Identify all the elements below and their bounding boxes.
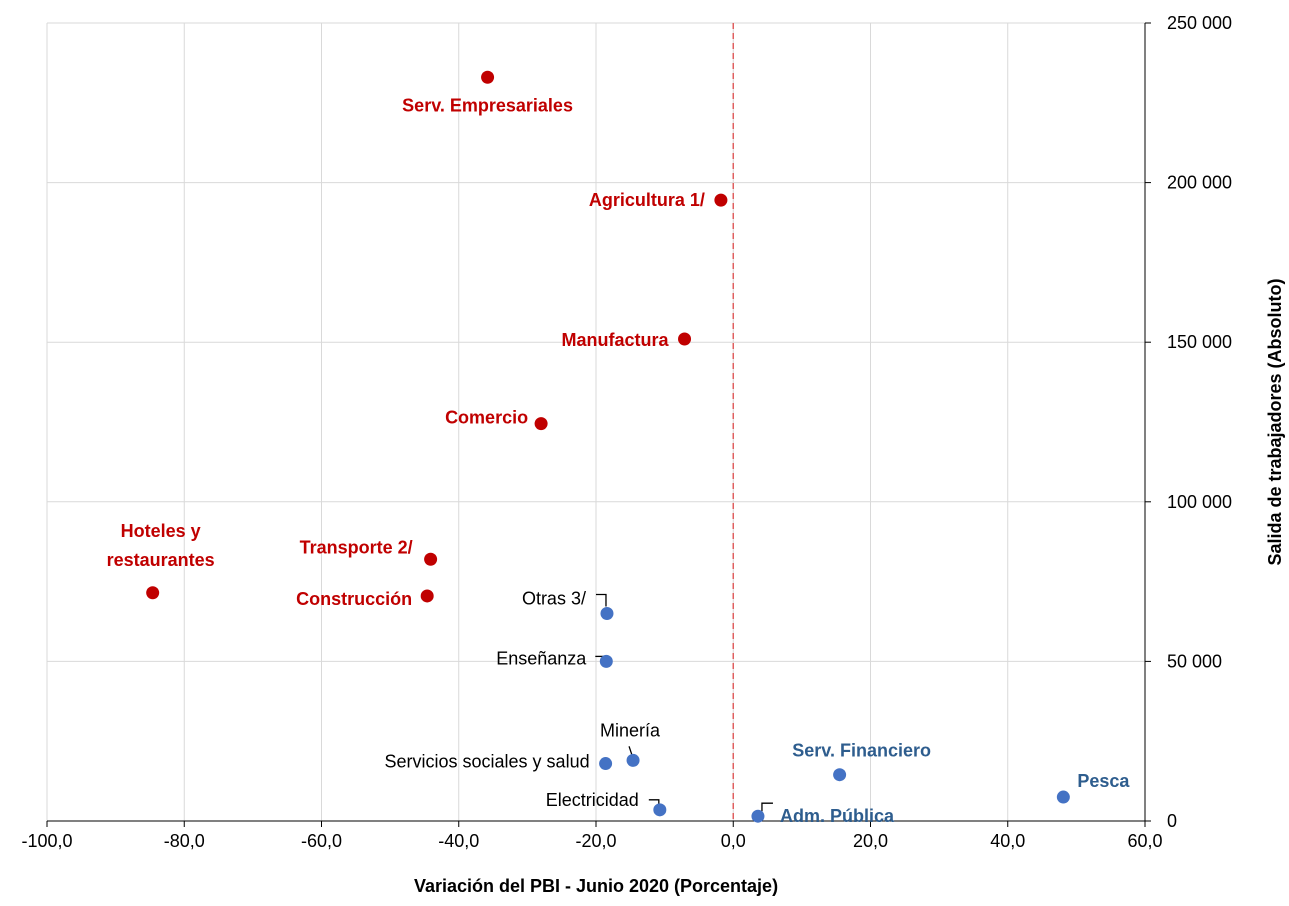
- x-tick-label: -40,0: [438, 831, 479, 851]
- point-label: Comercio: [445, 408, 528, 428]
- data-point: [678, 332, 692, 346]
- point-label: restaurantes: [107, 550, 215, 570]
- x-tick-label: -100,0: [21, 831, 72, 851]
- y-tick-label: 50 000: [1167, 651, 1222, 671]
- y-tick-label: 0: [1167, 811, 1177, 831]
- point-label: Otras 3/: [522, 589, 586, 609]
- tick-labels: -100,0 -80,0 -60,0 -40,0 -20,0 0,0 20,0 40,0 60,…: [21, 13, 1232, 851]
- point-label: Servicios sociales y salud: [385, 752, 590, 772]
- point-label: Minería: [600, 720, 661, 740]
- data-point: [653, 803, 667, 817]
- point-label: Agricultura 1/: [589, 190, 705, 210]
- data-point: [481, 70, 495, 84]
- y-axis-title: Salida de trabajadores (Absoluto): [1265, 278, 1285, 565]
- point-label: Adm. Pública: [780, 806, 895, 826]
- x-tick-label: -60,0: [301, 831, 342, 851]
- data-point: [626, 753, 640, 767]
- data-point: [833, 768, 847, 782]
- data-point: [599, 654, 613, 668]
- point-label: Electricidad: [546, 790, 639, 810]
- x-tick-label: -80,0: [164, 831, 205, 851]
- data-points: [146, 70, 1070, 823]
- point-label: Pesca: [1077, 771, 1130, 791]
- data-point: [751, 809, 765, 823]
- y-tick-label: 100 000: [1167, 492, 1232, 512]
- leader-line: [595, 593, 607, 607]
- x-tick-label: 60,0: [1127, 831, 1162, 851]
- y-tick-label: 200 000: [1167, 173, 1232, 193]
- y-tick-label: 250 000: [1167, 13, 1232, 33]
- x-tick-label: -20,0: [575, 831, 616, 851]
- point-label: Enseñanza: [496, 648, 587, 668]
- x-tick-label: 40,0: [990, 831, 1025, 851]
- x-tick-label: 20,0: [853, 831, 888, 851]
- y-tick-label: 150 000: [1167, 332, 1232, 352]
- data-point: [146, 586, 160, 600]
- data-point: [420, 589, 434, 603]
- data-point: [714, 193, 728, 207]
- data-point: [1056, 790, 1070, 804]
- point-labels: Serv. Empresariales Agricultura 1/Manufac…: [107, 95, 1131, 826]
- data-point: [424, 552, 438, 566]
- data-point: [599, 757, 613, 771]
- point-label: Hoteles y: [121, 521, 201, 541]
- axes: [46, 22, 1151, 827]
- x-tick-label: 0,0: [721, 831, 746, 851]
- leader-line: [761, 802, 773, 812]
- point-label: Serv. Financiero: [792, 741, 931, 761]
- point-label: Manufactura: [562, 330, 670, 350]
- point-label: Construcción: [296, 589, 412, 609]
- data-point: [600, 607, 614, 621]
- point-label: Transporte 2/: [300, 537, 413, 557]
- point-label: Serv. Empresariales: [402, 95, 573, 115]
- leader-line: [628, 746, 633, 756]
- x-axis-title: Variación del PBI - Junio 2020 (Porcenta…: [414, 876, 778, 896]
- leader-lines: [595, 593, 773, 812]
- gridlines: [46, 22, 1146, 822]
- data-point: [534, 417, 548, 431]
